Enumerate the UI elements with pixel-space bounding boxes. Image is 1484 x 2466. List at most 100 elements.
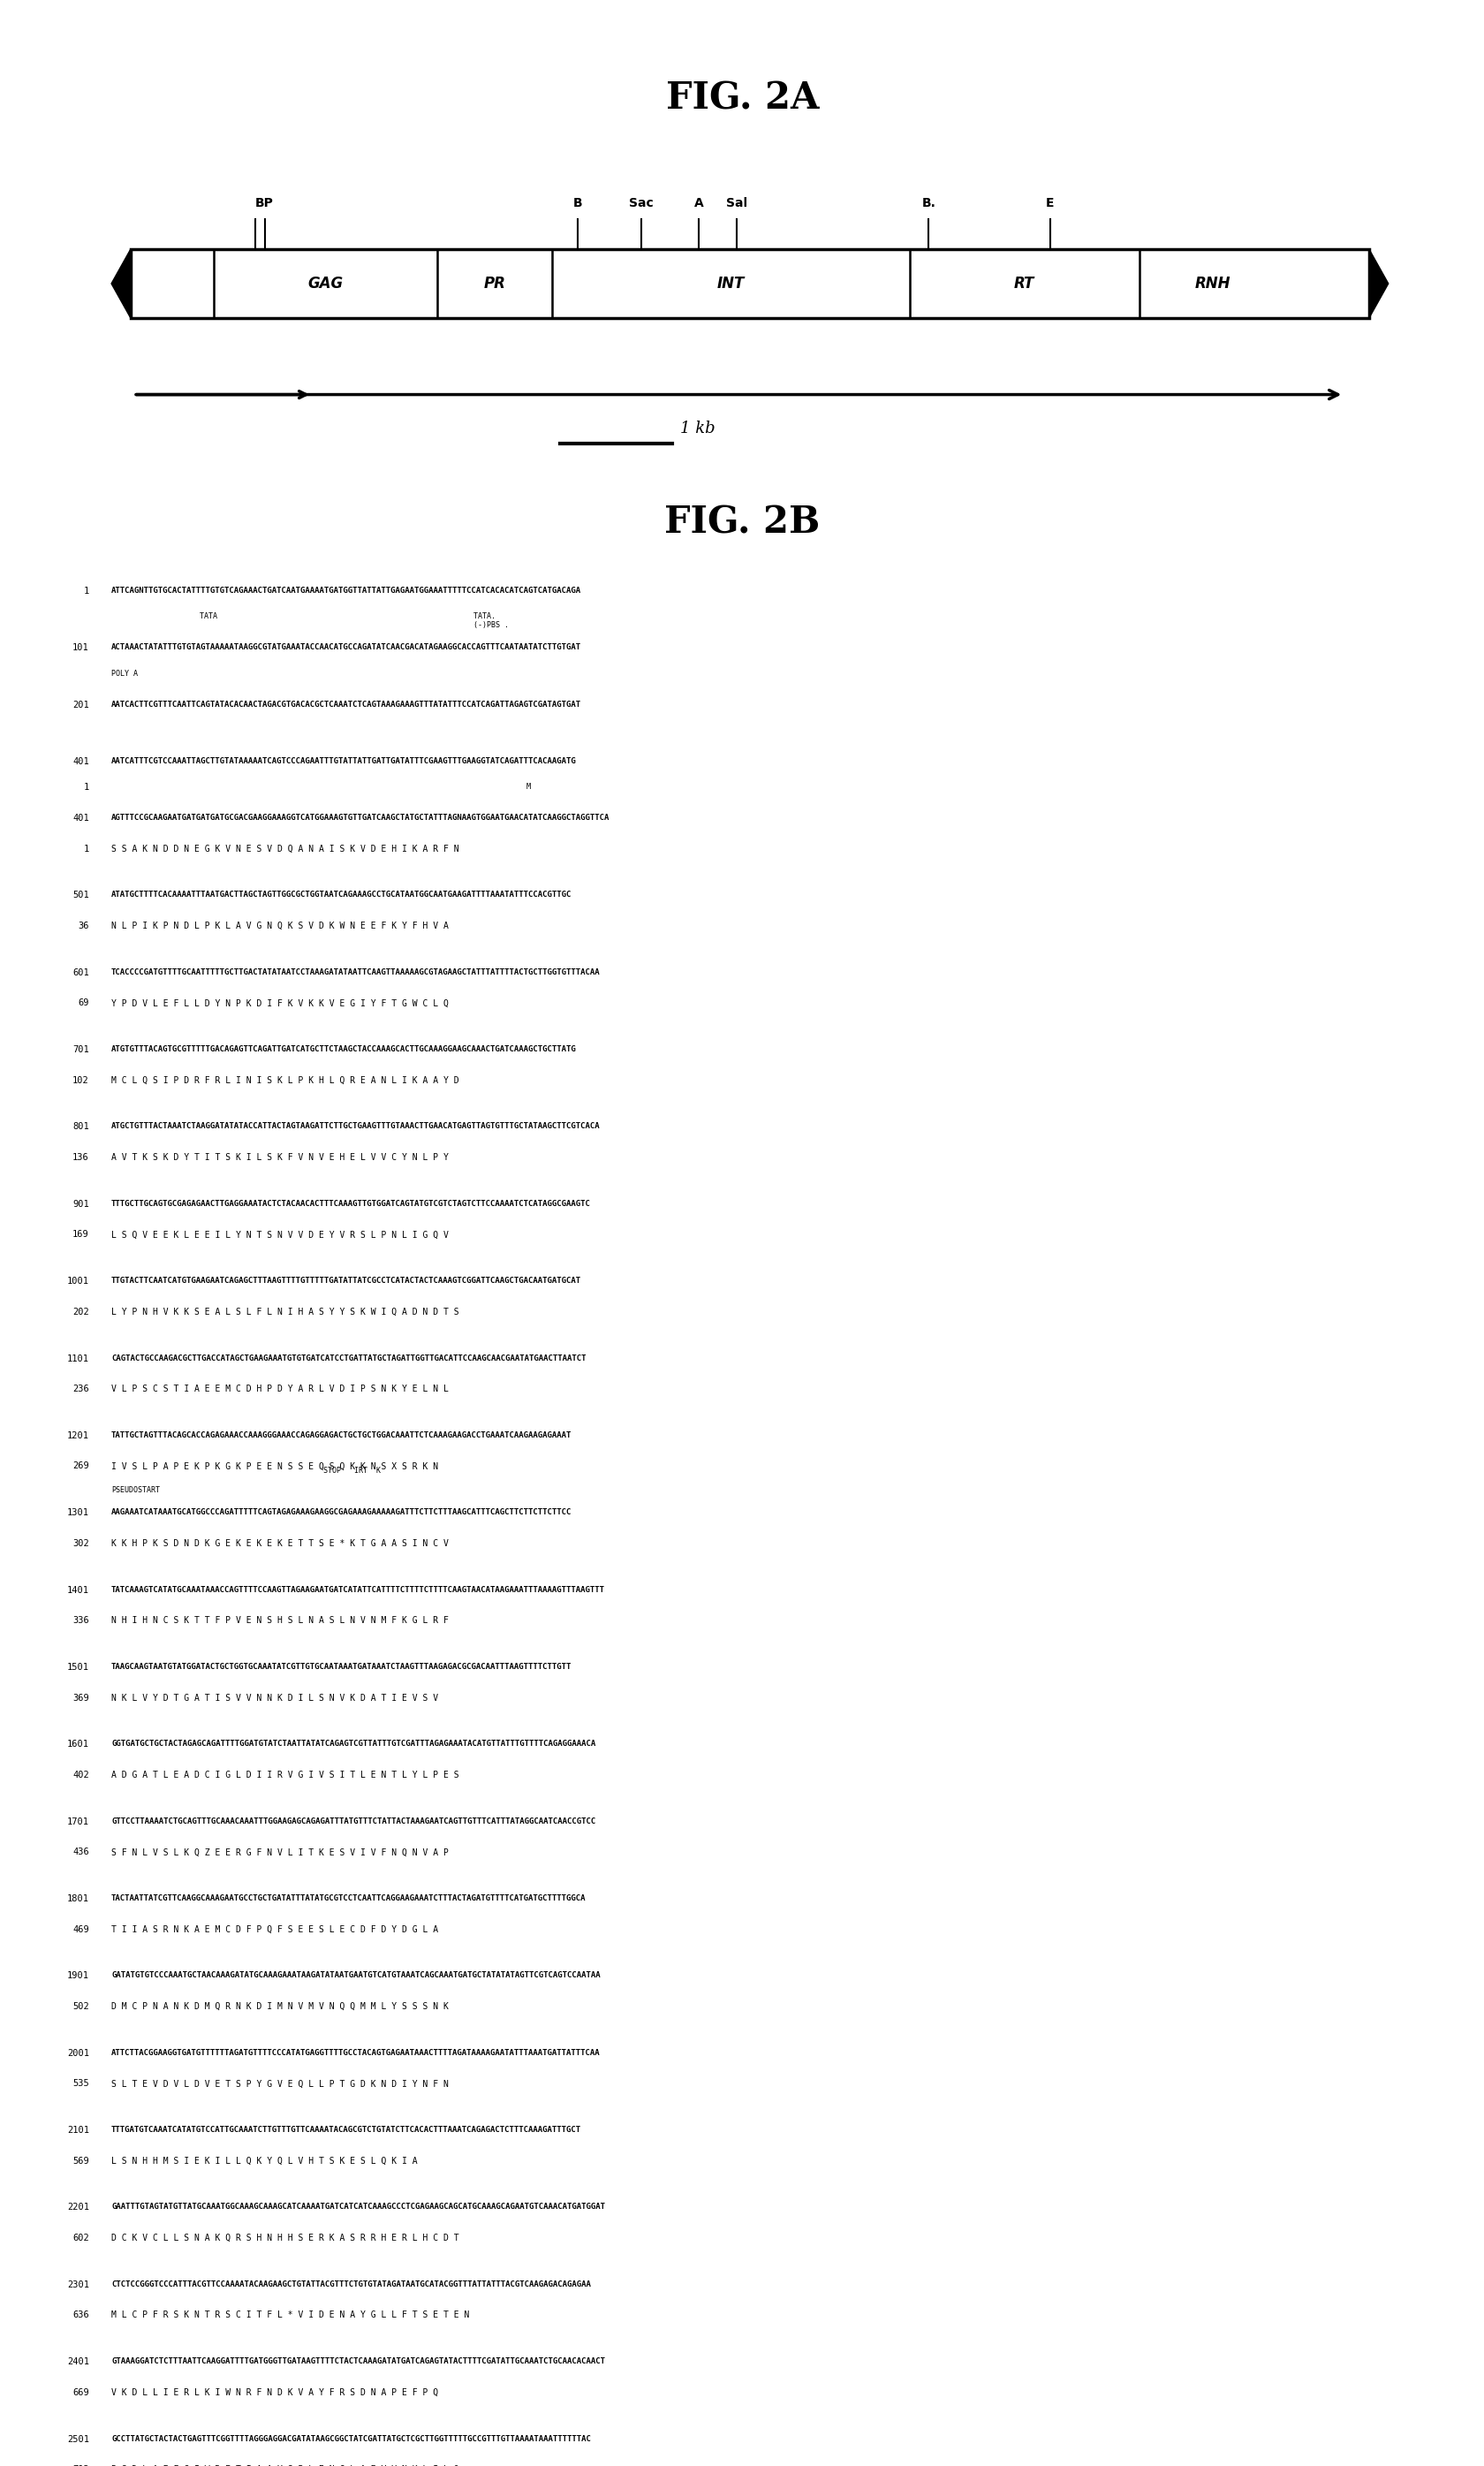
Text: L S Q V E E K L E E I L Y N T S N V V D E Y V R S L P N L I G Q V: L S Q V E E K L E E I L Y N T S N V V D … <box>111 1231 448 1238</box>
Text: A D G A T L E A D C I G L D I I R V G I V S I T L E N T L Y L P E S: A D G A T L E A D C I G L D I I R V G I … <box>111 1771 459 1780</box>
Text: 36: 36 <box>79 922 89 930</box>
Text: S F N L V S L K Q Z E E R G F N V L I T K E S V I V F N Q N V A P: S F N L V S L K Q Z E E R G F N V L I T … <box>111 1847 448 1857</box>
Text: AATCATTTCGTCCAAATTAGCTTGTATAAAAATCAGTCCCAGAATTTGTATTATTGATTGATATTTCGAAGTTTGAAGGT: AATCATTTCGTCCAAATTAGCTTGTATAAAAATCAGTCCC… <box>111 757 576 764</box>
Text: I V S L P A P E K P K G K P E E N S S E Q S Q K K N S X S R K N: I V S L P A P E K P K G K P E E N S S E … <box>111 1462 438 1470</box>
Text: M L C P F R S K N T R S C I T F L * V I D E N A Y G L L F T S E T E N: M L C P F R S K N T R S C I T F L * V I … <box>111 2311 469 2321</box>
Text: M: M <box>111 782 531 792</box>
Text: GCCTTATGCTACTACTGAGTTTCGGTTTTAGGGAGGACGATATAAGCGGCTATCGATTATGCTCGCTTGGTTTTTGCCGT: GCCTTATGCTACTACTGAGTTTCGGTTTTAGGGAGGACGA… <box>111 2434 591 2444</box>
Text: GAG: GAG <box>307 276 343 291</box>
Text: 601: 601 <box>73 969 89 977</box>
Text: B: B <box>573 197 582 210</box>
Text: 901: 901 <box>73 1201 89 1208</box>
Text: 1801: 1801 <box>67 1894 89 1904</box>
Text: 1901: 1901 <box>67 1973 89 1980</box>
Text: 669: 669 <box>73 2387 89 2397</box>
Text: S L T E V D V L D V E T S P Y G V E Q L L P T G D K N D I Y N F N: S L T E V D V L D V E T S P Y G V E Q L … <box>111 2079 448 2089</box>
Text: 1: 1 <box>83 782 89 792</box>
Text: ATGTGTTTACAGTGCGTTTTTGACAGAGTTCAGATTGATCATGCTTCTAAGCTACCAAAGCACTTGCAAAGGAAGCAAAC: ATGTGTTTACAGTGCGTTTTTGACAGAGTTCAGATTGATC… <box>111 1046 576 1053</box>
Text: (-)PBS .: (-)PBS . <box>111 621 509 629</box>
Text: 602: 602 <box>73 2234 89 2242</box>
Text: 401: 401 <box>73 757 89 767</box>
Bar <box>131 249 1368 318</box>
Text: ACTAAACTATATTTGTGTAGTAAAAATAAGGCGTATGAAATACCAACATGCCAGATATCAACGACATAGAAGGCACCAGT: ACTAAACTATATTTGTGTAGTAAAAATAAGGCGTATGAAA… <box>111 644 582 651</box>
Text: 2501: 2501 <box>67 2434 89 2444</box>
Text: D C K V C L L S N A K Q R S H N H H S E R K A S R R H E R L H C D T: D C K V C L L S N A K Q R S H N H H S E … <box>111 2234 459 2242</box>
Text: 1301: 1301 <box>67 1509 89 1517</box>
Text: 1 kb: 1 kb <box>680 422 715 436</box>
Text: S S A K N D D N E G K V N E S V D Q A N A I S K V D E H I K A R F N: S S A K N D D N E G K V N E S V D Q A N … <box>111 843 459 853</box>
Text: 336: 336 <box>73 1615 89 1625</box>
Text: TATTGCTAGTTTACAGCACCAGAGAAACCAAAGGGAAACCAGAGGAGACTGCTGCTGGACAAATTCTCAAAGAAGACCTG: TATTGCTAGTTTACAGCACCAGAGAAACCAAAGGGAAACC… <box>111 1430 571 1440</box>
Text: ATATGCTTTTCACAAAATTTAATGACTTAGCTAGTTGGCGCTGGTAATCAGAAAGCCTGCATAATGGCAATGAAGATTTT: ATATGCTTTTCACAAAATTTAATGACTTAGCTAGTTGGCG… <box>111 890 571 900</box>
Text: 801: 801 <box>73 1122 89 1132</box>
Text: 236: 236 <box>73 1383 89 1393</box>
Text: 1001: 1001 <box>67 1277 89 1285</box>
Text: 202: 202 <box>73 1307 89 1317</box>
Text: TATCAAAGTCATATGCAAATAAACCAGTTTTCCAAGTTAGAAGAATGATCATATTCATTTTCTTTTCTTTTCAAGTAACA: TATCAAAGTCATATGCAAATAAACCAGTTTTCCAAGTTAG… <box>111 1586 605 1593</box>
Text: Sal: Sal <box>726 197 748 210</box>
Text: ATTCTTACGGAAGGTGATGTTTTTTAGATGTTTTCCCATATGAGGTTTTGCCTACAGTGAGAATAAACTTTTAGATAAAA: ATTCTTACGGAAGGTGATGTTTTTTAGATGTTTTCCCATA… <box>111 2049 600 2057</box>
Text: 201: 201 <box>73 700 89 710</box>
Text: 436: 436 <box>73 1847 89 1857</box>
Polygon shape <box>111 249 131 318</box>
Text: GTTCCTTAAAATCTGCAGTTTGCAAACAAATTTGGAAGAGCAGAGATTTATGTTTCTATTACTAAAGAATCAGTTGTTTC: GTTCCTTAAAATCTGCAGTTTGCAAACAAATTTGGAAGAG… <box>111 1817 595 1825</box>
Text: 2401: 2401 <box>67 2357 89 2367</box>
Text: 302: 302 <box>73 1539 89 1549</box>
Text: 169: 169 <box>73 1231 89 1238</box>
Text: 1101: 1101 <box>67 1354 89 1364</box>
Text: T I I A S R N K A E M C D F P Q F S E E S L E C D F D Y D G L A: T I I A S R N K A E M C D F P Q F S E E … <box>111 1926 438 1933</box>
Text: 501: 501 <box>73 890 89 900</box>
Text: 269: 269 <box>73 1462 89 1470</box>
Text: N K L V Y D T G A T I S V V N N K D I L S N V K D A T I E V S V: N K L V Y D T G A T I S V V N N K D I L … <box>111 1694 438 1702</box>
Text: AATCACTTCGTTTCAATTCAGTATACACAACTAGACGTGACACGCTCAAATCTCAGTAAAGAAAGTTTATATTTCCATCA: AATCACTTCGTTTCAATTCAGTATACACAACTAGACGTGA… <box>111 700 582 708</box>
Text: A V T K S K D Y T I T S K I L S K F V N V E H E L V V C Y N L P Y: A V T K S K D Y T I T S K I L S K F V N … <box>111 1154 448 1161</box>
Text: 2301: 2301 <box>67 2281 89 2288</box>
Text: M C L Q S I P D R F R L I N I S K L P K H L Q R E A N L I K A A Y D: M C L Q S I P D R F R L I N I S K L P K … <box>111 1075 459 1085</box>
Text: TTTGATGTCAAATCATATGTCCATTGCAAATCTTGTTTGTTCAAAATACAGCGTCTGTATCTTCACACTTTAAATCAGAG: TTTGATGTCAAATCATATGTCCATTGCAAATCTTGTTTGT… <box>111 2126 582 2133</box>
Text: 535: 535 <box>73 2079 89 2089</box>
Text: TAAGCAAGTAATGTATGGATACTGCTGGTGCAAATATCGTTGTGCAATAAATGATAAATCTAAGTTTAAGAGACGCGACA: TAAGCAAGTAATGTATGGATACTGCTGGTGCAAATATCGT… <box>111 1662 571 1672</box>
Text: N H I H N C S K T T F P V E N S H S L N A S L N V N M F K G L R F: N H I H N C S K T T F P V E N S H S L N … <box>111 1615 448 1625</box>
Text: GTAAAGGATCTCTTTAATTCAAGGATTTTGATGGGTTGATAAGTTTTCTACTCAAAGATATGATCAGAGTATACTTTTCG: GTAAAGGATCTCTTTAATTCAAGGATTTTGATGGGTTGAT… <box>111 2357 605 2365</box>
Text: E: E <box>1045 197 1054 210</box>
Text: V L P S C S T I A E E M C D H P D Y A R L V D I P S N K Y E L N L: V L P S C S T I A E E M C D H P D Y A R … <box>111 1383 448 1393</box>
Text: TACTAATTATCGTTCAAGGCAAAGAATGCCTGCTGATATTTATATGCGTCCTCAATTCAGGAAGAAATCTTTACTAGATG: TACTAATTATCGTTCAAGGCAAAGAATGCCTGCTGATATT… <box>111 1894 586 1901</box>
Text: AAGAAATCATAAATGCATGGCCCAGATTTTTCAGTAGAGAAAGAAGGCGAGAAAGAAAAAGATTTCTTCTTTAAGCATTT: AAGAAATCATAAATGCATGGCCCAGATTTTTCAGTAGAGA… <box>111 1509 571 1517</box>
Text: 402: 402 <box>73 1771 89 1780</box>
Text: ATTCAGNTTGTGCACTATTTTGTGTCAGAAACTGATCAATGAAAATGATGGTTATTATTGAGAATGGAAATTTTTCCATC: ATTCAGNTTGTGCACTATTTTGTGTCAGAAACTGATCAAT… <box>111 587 582 594</box>
Text: 401: 401 <box>73 814 89 824</box>
Text: 1601: 1601 <box>67 1741 89 1748</box>
Text: 636: 636 <box>73 2311 89 2321</box>
Text: TATA                                                          TATA.: TATA TATA. <box>111 612 496 621</box>
Text: 701: 701 <box>73 1046 89 1053</box>
Text: GGTGATGCTGCTACTAGAGCAGATTTTGGATGTATCTAATTATATCAGAGTCGTTATTTGTCGATTTAGAGAAATACATG: GGTGATGCTGCTACTAGAGCAGATTTTGGATGTATCTAAT… <box>111 1741 595 1748</box>
Text: 369: 369 <box>73 1694 89 1702</box>
Text: RNH: RNH <box>1195 276 1230 291</box>
Text: PR: PR <box>484 276 505 291</box>
Text: B.: B. <box>922 197 935 210</box>
Text: Sac: Sac <box>629 197 653 210</box>
Text: 502: 502 <box>73 2002 89 2010</box>
Text: 136: 136 <box>73 1154 89 1161</box>
Text: L S N H H M S I E K I L L Q K Y Q L V H T S K E S L Q K I A: L S N H H M S I E K I L L Q K Y Q L V H … <box>111 2155 417 2165</box>
Text: V K D L L I E R L K I W N R F N D K V A Y F R S D N A P E F P Q: V K D L L I E R L K I W N R F N D K V A … <box>111 2387 438 2397</box>
Text: 2101: 2101 <box>67 2126 89 2136</box>
Text: 1: 1 <box>83 843 89 853</box>
Text: FIG. 2A: FIG. 2A <box>665 79 819 118</box>
Text: 2001: 2001 <box>67 2049 89 2057</box>
Text: STOP   IRT  K: STOP IRT K <box>111 1467 380 1475</box>
Text: GATATGTGTCCCAAATGCTAACAAAGATATGCAAAGAAATAAGATATAATGAATGTCATGTAAATCAGCAAATGATGCTA: GATATGTGTCCCAAATGCTAACAAAGATATGCAAAGAAAT… <box>111 1973 600 1980</box>
Text: TTTGCTTGCAGTGCGAGAGAACTTGAGGAAATACTCTACAACACTTTCAAAGTTGTGGATCAGTATGTCGTCTAGTCTTC: TTTGCTTGCAGTGCGAGAGAACTTGAGGAAATACTCTACA… <box>111 1201 591 1208</box>
Text: A: A <box>693 197 703 210</box>
Text: GAATTTGTAGTATGTTATGCAAATGGCAAAGCAAAGCATCAAAATGATCATCATCAAAGCCCTCGAGAAGCAGCATGCAA: GAATTTGTAGTATGTTATGCAAATGGCAAAGCAAAGCATC… <box>111 2202 605 2212</box>
Text: 1201: 1201 <box>67 1430 89 1440</box>
Polygon shape <box>1368 249 1388 318</box>
Text: POLY A: POLY A <box>111 668 138 678</box>
Text: D M C P N A N K D M Q R N K D I M N V M V N Q Q M M L Y S S S N K: D M C P N A N K D M Q R N K D I M N V M … <box>111 2002 448 2010</box>
Text: ATGCTGTTTACTAAATCTAAGGATATATACCATTACTAGTAAGATTCTTGCTGAAGTTTGTAAACTTGAACATGAGTTAG: ATGCTGTTTACTAAATCTAAGGATATATACCATTACTAGT… <box>111 1122 600 1129</box>
Text: 569: 569 <box>73 2155 89 2165</box>
Text: 1: 1 <box>83 587 89 597</box>
Text: PSEUDOSTART: PSEUDOSTART <box>111 1485 160 1494</box>
Text: K K H P K S D N D K G E K E K E K E T T S E * K T G A A S I N C V: K K H P K S D N D K G E K E K E K E T T … <box>111 1539 448 1549</box>
Text: 2201: 2201 <box>67 2202 89 2212</box>
